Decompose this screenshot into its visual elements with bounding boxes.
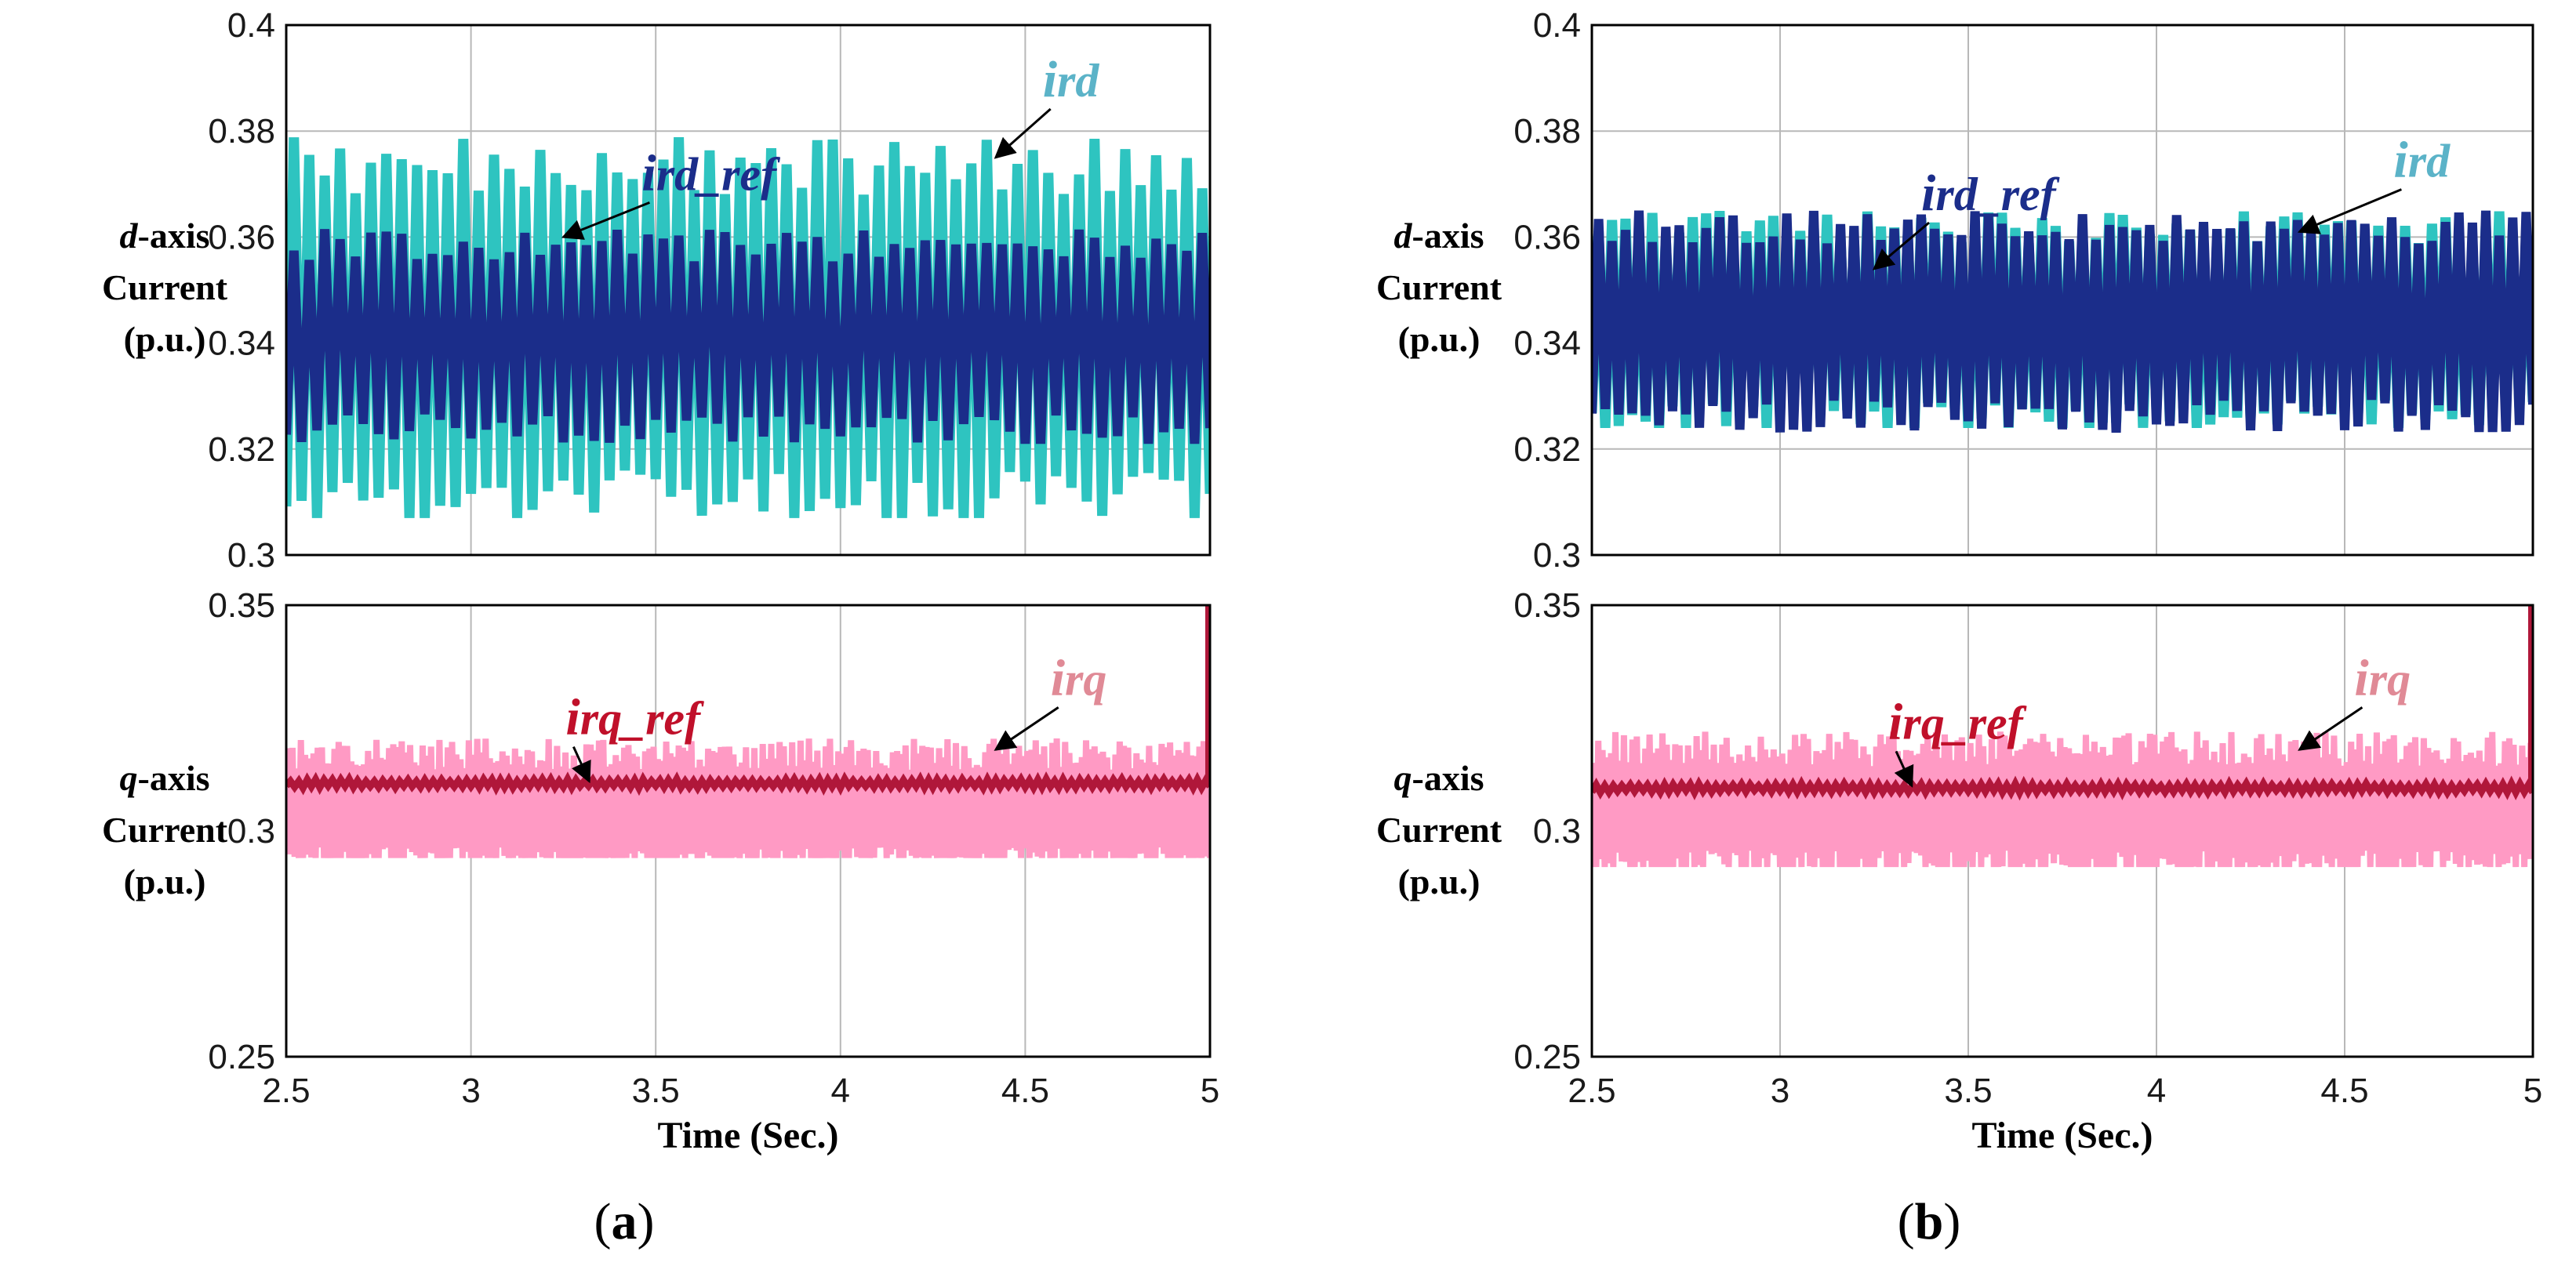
- y-tick-label: 0.35: [208, 586, 275, 625]
- y-tick-label: 0.3: [227, 812, 275, 851]
- annotation-label-irq: irq: [1051, 649, 1107, 706]
- annotations: ird_ref ird: [561, 51, 1100, 240]
- y-axis-label-line-1: d-axis: [1394, 216, 1484, 256]
- y-axis-label-line-2: Current: [102, 810, 228, 850]
- subfigure-label-b: (b): [1898, 1193, 1961, 1250]
- x-axis-label: Time (Sec.): [657, 1115, 838, 1156]
- panel-a-d-axis-chart: 0.3 0.32 0.34 0.36 0.38 0.4 d-axis Current (p…: [102, 6, 1212, 575]
- series-irq: [1592, 731, 2533, 868]
- series-ird-ref: [286, 229, 1210, 444]
- series-layer: [1592, 210, 2533, 433]
- annotations: irq_ref irq: [1888, 649, 2411, 788]
- y-tick-label: 0.3: [1533, 536, 1581, 575]
- y-tick-label: 0.3: [1533, 812, 1581, 851]
- series-ird: [286, 136, 1210, 518]
- y-axis-label-line-3: (p.u.): [1398, 862, 1481, 901]
- y-axis-label-line-1: q-axis: [1394, 758, 1484, 798]
- annotation-arrow-irq-ref: [572, 746, 591, 784]
- series-ird-ref: [1592, 210, 2533, 433]
- annotation-arrow-ird: [2297, 188, 2402, 234]
- y-tick-label: 0.38: [208, 112, 275, 151]
- y-tick-label: 0.38: [1513, 112, 1581, 151]
- y-tick-labels: 0.25 0.3 0.35: [1513, 586, 1581, 1076]
- plot-frame: [285, 604, 1212, 1058]
- y-axis-label-line-3: (p.u.): [124, 862, 206, 901]
- series-layer: [286, 605, 1210, 858]
- y-tick-label: 0.34: [1513, 325, 1581, 363]
- panel-a-q-axis-chart: 0.25 0.3 0.35 2.5 3 3.5 4 4.5 5 Time (Sec.) q-a…: [102, 586, 1219, 1156]
- x-tick-label: 2.5: [1568, 1072, 1615, 1110]
- annotation-arrow-ird: [994, 107, 1052, 159]
- x-tick-label: 4.5: [2320, 1072, 2368, 1110]
- y-tick-label: 0.36: [208, 218, 275, 256]
- annotation-label-ird-ref: ird_ref: [641, 144, 780, 201]
- x-tick-label: 4: [2147, 1072, 2166, 1110]
- annotation-arrow-irq-ref: [1894, 750, 1914, 788]
- y-tick-labels: 0.25 0.3 0.35: [208, 586, 275, 1076]
- y-tick-label: 0.32: [1513, 430, 1581, 469]
- y-tick-label: 0.3: [227, 536, 275, 575]
- x-tick-label: 4: [831, 1072, 850, 1110]
- series-irq-ref: [286, 771, 1210, 796]
- subfigure-label-a: (a): [594, 1193, 655, 1250]
- x-tick-label: 5: [1201, 1072, 1219, 1110]
- x-tick-label: 3: [461, 1072, 480, 1110]
- y-tick-label: 0.32: [208, 430, 275, 469]
- y-axis-label-line-2: Current: [1376, 267, 1502, 307]
- annotation-label-ird: ird: [2393, 132, 2451, 189]
- y-tick-label: 0.4: [1533, 6, 1581, 45]
- annotation-label-ird-ref: ird_ref: [1921, 165, 2060, 222]
- annotation-arrow-irq: [994, 706, 1059, 751]
- plot-frame: [285, 24, 1212, 557]
- y-tick-label: 0.4: [227, 6, 275, 45]
- y-axis-label-line-1: d-axis: [120, 216, 210, 256]
- annotation-arrow-ird-ref: [1872, 221, 1930, 270]
- y-axis-label-line-3: (p.u.): [1398, 319, 1481, 359]
- y-tick-label: 0.34: [208, 325, 275, 363]
- annotations: ird_ref ird: [1872, 132, 2451, 270]
- panel-b-d-axis-chart: 0.3 0.32 0.34 0.36 0.38 0.4 d-axis Current (p…: [1376, 6, 2534, 575]
- y-axis-label-line-3: (p.u.): [124, 319, 206, 359]
- x-tick-label: 5: [2523, 1072, 2542, 1110]
- series-layer: [286, 136, 1210, 518]
- y-tick-labels: 0.3 0.32 0.34 0.36 0.38 0.4: [1513, 6, 1581, 575]
- y-tick-label: 0.35: [1513, 586, 1581, 625]
- x-axis-label: Time (Sec.): [1971, 1115, 2153, 1156]
- plot-frame: [1590, 604, 2534, 1058]
- y-axis-label-line-1: q-axis: [120, 758, 210, 798]
- x-tick-labels: 2.5 3 3.5 4 4.5 5: [1568, 1072, 2542, 1110]
- x-tick-label: 3: [1771, 1072, 1789, 1110]
- x-tick-label: 3.5: [632, 1072, 680, 1110]
- y-tick-labels: 0.3 0.32 0.34 0.36 0.38 0.4: [208, 6, 275, 575]
- panel-b-q-axis-chart: 0.25 0.3 0.35 2.5 3 3.5 4 4.5 5 Time (Sec.) q-a…: [1376, 586, 2542, 1156]
- series-irq-ref: [1592, 775, 2533, 801]
- annotations: irq_ref irq: [565, 649, 1107, 784]
- annotation-label-ird: ird: [1043, 51, 1100, 108]
- y-axis-label-line-2: Current: [102, 267, 228, 307]
- x-tick-labels: 2.5 3 3.5 4 4.5 5: [262, 1072, 1219, 1110]
- annotation-label-irq: irq: [2354, 649, 2411, 706]
- plot-frame: [1590, 24, 2534, 557]
- series-irq: [286, 738, 1210, 858]
- annotation-arrow-ird-ref: [561, 201, 650, 240]
- annotation-label-irq-ref: irq_ref: [565, 689, 704, 746]
- annotation-arrow-irq: [2298, 706, 2363, 751]
- x-tick-label: 4.5: [1001, 1072, 1049, 1110]
- series-layer: [1592, 605, 2533, 868]
- y-tick-label: 0.25: [208, 1038, 275, 1076]
- x-tick-label: 3.5: [1944, 1072, 1992, 1110]
- annotation-label-irq-ref: irq_ref: [1888, 693, 2027, 750]
- y-tick-label: 0.25: [1513, 1038, 1581, 1076]
- y-tick-label: 0.36: [1513, 218, 1581, 256]
- x-tick-label: 2.5: [262, 1072, 310, 1110]
- y-axis-label-line-2: Current: [1376, 810, 1502, 850]
